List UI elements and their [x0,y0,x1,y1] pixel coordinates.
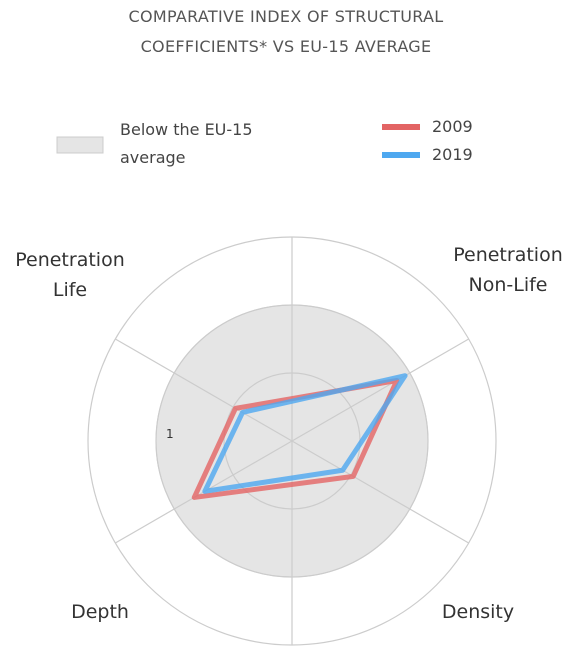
legend-band-label: Below the EU-15 average [120,120,253,167]
spoke [115,338,293,442]
axis-label: Depth [71,601,129,623]
spoke [291,338,469,442]
series-line [191,377,400,500]
axis-label: Penetration Life [15,249,125,301]
chart-title: COMPARATIVE INDEX OF STRUCTURAL COEFFICI… [128,7,444,56]
legend-label: 2019 [432,145,473,164]
axis-label: Density [441,601,515,623]
r-tick-label: 1 [166,427,174,441]
legend-band-swatch [56,136,104,154]
series-line [202,373,408,494]
axis-label: Penetration Non-Life [453,244,563,296]
legend-label: 2009 [432,117,473,136]
spoke [291,440,469,544]
